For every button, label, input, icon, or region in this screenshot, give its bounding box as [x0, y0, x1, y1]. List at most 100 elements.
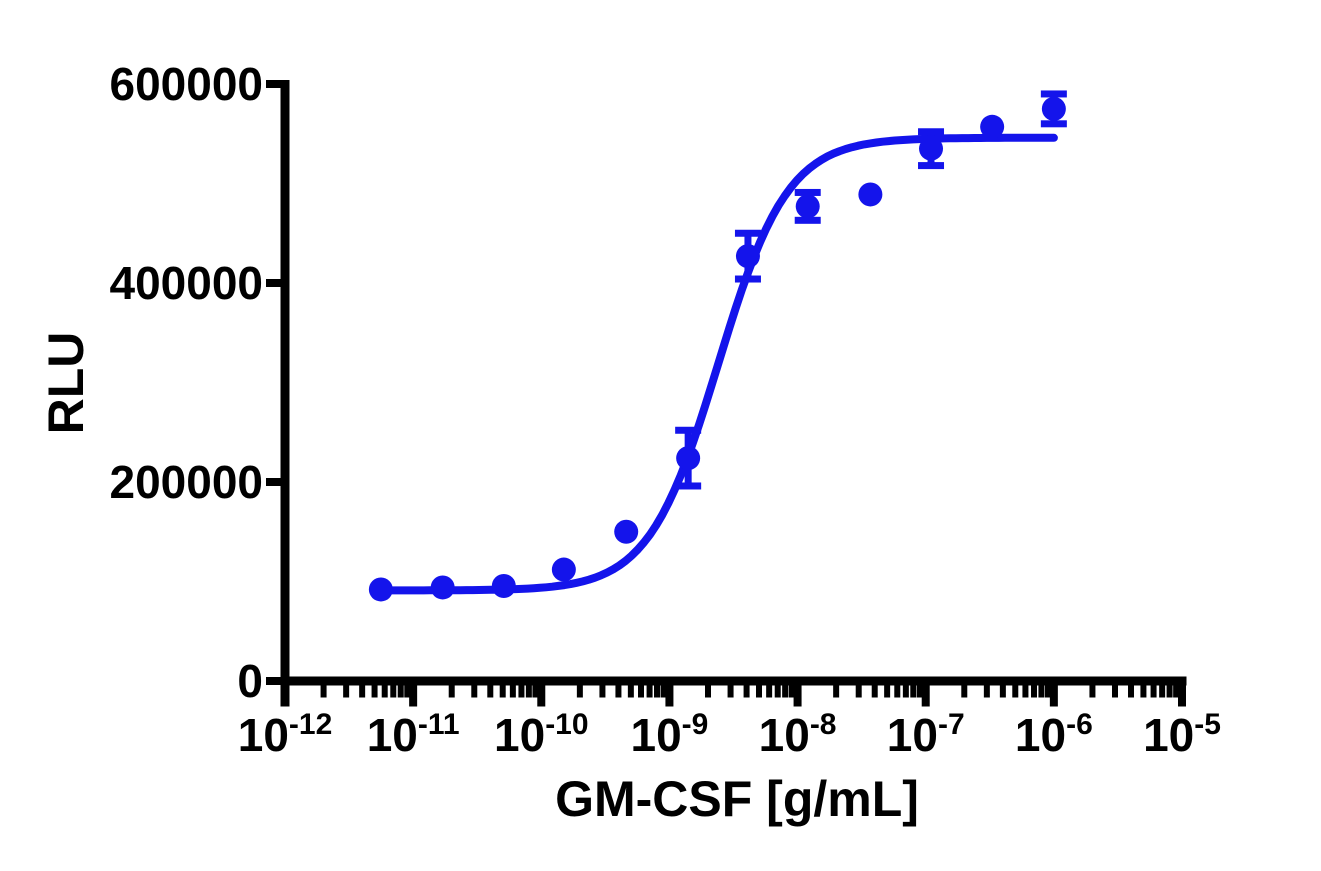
error-bar-cap	[794, 216, 821, 224]
x-tick-label: 10-5	[1143, 708, 1221, 761]
x-minor-tick	[855, 681, 862, 698]
y-tick	[266, 478, 289, 486]
fit-curve-path	[376, 133, 1058, 595]
x-minor-tick	[916, 681, 923, 698]
y-axis-line	[280, 80, 290, 707]
x-minor-tick	[1128, 681, 1135, 698]
data-point-marker	[614, 519, 639, 544]
x-minor-tick	[983, 681, 990, 698]
x-minor-tick	[660, 681, 667, 698]
x-minor-tick	[774, 681, 781, 698]
x-minor-tick	[576, 681, 583, 698]
error-bar-cap	[675, 482, 702, 490]
x-minor-tick	[871, 681, 878, 698]
x-major-tick	[665, 681, 674, 707]
x-minor-tick	[638, 681, 645, 698]
x-minor-tick	[404, 681, 411, 698]
x-minor-tick	[525, 681, 532, 698]
x-minor-tick	[1044, 681, 1051, 698]
x-minor-tick	[910, 681, 917, 698]
x-tick-label: 10-10	[494, 708, 589, 761]
x-minor-tick	[448, 681, 455, 698]
x-minor-tick	[509, 681, 516, 698]
x-minor-tick	[487, 681, 494, 698]
x-minor-tick	[1166, 681, 1173, 698]
x-minor-tick	[1173, 681, 1180, 698]
x-major-tick	[409, 681, 418, 707]
x-tick-label: 10-6	[1015, 708, 1093, 761]
x-minor-tick	[894, 681, 901, 698]
x-minor-tick	[1022, 681, 1029, 698]
y-tick-label: 400000	[110, 257, 264, 309]
error-bar-cap	[1040, 90, 1067, 98]
x-minor-tick	[1111, 681, 1118, 698]
x-minor-tick	[371, 681, 378, 698]
x-major-tick	[1178, 681, 1186, 707]
x-minor-tick	[705, 681, 712, 698]
data-point-marker	[676, 446, 701, 471]
data-point-marker	[368, 577, 393, 602]
data-point-marker	[735, 244, 760, 269]
fit-curve	[376, 133, 1058, 595]
x-minor-tick	[471, 681, 478, 698]
x-minor-tick	[1031, 681, 1038, 698]
x-minor-tick	[743, 681, 750, 698]
x-minor-tick	[627, 681, 634, 698]
x-tick-label: 10-9	[630, 708, 708, 761]
x-minor-tick	[646, 681, 653, 698]
x-axis-title: GM-CSF [g/mL]	[555, 771, 919, 827]
y-tick	[266, 80, 289, 88]
x-minor-tick	[902, 681, 909, 698]
x-minor-tick	[999, 681, 1006, 698]
data-point-marker	[1041, 96, 1066, 121]
error-bar-cap	[734, 275, 761, 283]
x-minor-tick	[499, 681, 506, 698]
x-minor-tick	[1038, 681, 1045, 698]
x-minor-tick	[788, 681, 795, 698]
axes	[280, 80, 1187, 707]
x-minor-tick	[1159, 681, 1166, 698]
x-minor-tick	[1089, 681, 1096, 698]
data-point-marker	[795, 194, 820, 219]
y-tick-label: 600000	[110, 58, 264, 110]
x-major-tick	[1049, 681, 1058, 707]
x-tick-label: 10-7	[887, 708, 965, 761]
x-major-tick	[537, 681, 546, 707]
x-tick-label: 10-12	[238, 708, 333, 761]
error-bar-cap	[794, 188, 821, 196]
x-minor-tick	[320, 681, 327, 698]
x-minor-tick	[359, 681, 366, 698]
error-bar-cap	[1040, 120, 1067, 128]
x-minor-tick	[833, 681, 840, 698]
x-minor-tick	[343, 681, 350, 698]
y-axis-ticks	[266, 80, 289, 685]
data-point-marker	[430, 575, 455, 600]
x-minor-tick	[766, 681, 773, 698]
error-bar-cap	[918, 162, 945, 170]
x-tick-label: 10-8	[759, 708, 837, 761]
x-major-tick	[793, 681, 802, 707]
x-tick-labels: 10-12 10-11 10-10 10-9 10-8 10-7 10-6 10-5	[238, 708, 1221, 761]
data-point-marker	[980, 114, 1005, 139]
x-minor-tick	[755, 681, 762, 698]
y-tick-labels: 0 200000 400000 600000	[110, 58, 264, 707]
x-minor-tick	[727, 681, 734, 698]
data-points	[368, 96, 1066, 602]
data-point-marker	[919, 136, 944, 161]
x-minor-tick	[390, 681, 397, 698]
x-minor-tick	[1150, 681, 1157, 698]
error-bar-cap	[918, 128, 945, 136]
x-major-tick	[921, 681, 930, 707]
y-tick	[266, 279, 289, 287]
y-tick	[266, 677, 289, 685]
x-minor-tick	[1140, 681, 1147, 698]
x-major-tick	[281, 681, 289, 707]
y-tick-label: 0	[237, 655, 263, 707]
x-minor-tick	[397, 681, 404, 698]
x-minor-tick	[615, 681, 622, 698]
x-minor-tick	[532, 681, 539, 698]
x-minor-tick	[961, 681, 968, 698]
data-point-marker	[551, 557, 576, 582]
y-axis-title: RLU	[38, 331, 94, 435]
